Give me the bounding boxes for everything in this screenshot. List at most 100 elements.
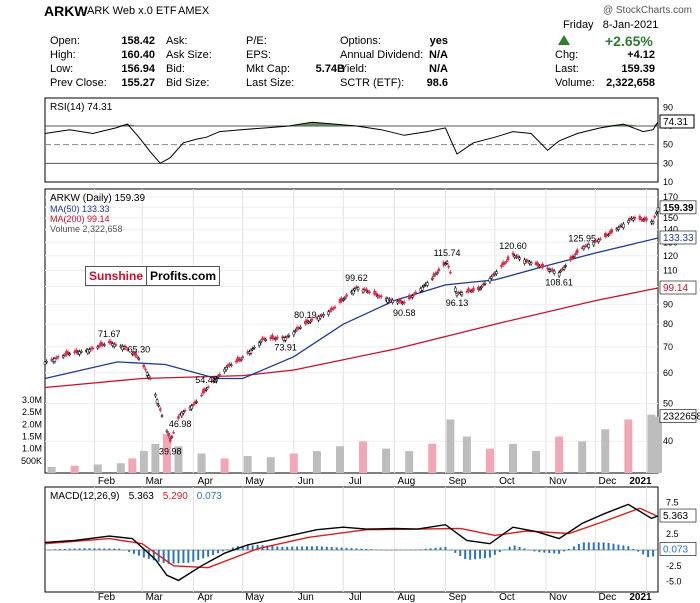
price-candle — [536, 262, 539, 266]
price-annotation: 39.98 — [159, 446, 182, 456]
ma50-last-label: 133.33 — [663, 233, 694, 244]
price-candle — [399, 300, 403, 303]
price-candle — [546, 267, 549, 270]
price-candle — [168, 438, 172, 442]
price-annotation: 120.60 — [499, 241, 527, 251]
macd-histogram-bar — [162, 550, 165, 564]
quote-label: Bid Size: — [166, 77, 210, 89]
month-tick-label: Feb — [98, 476, 116, 487]
macd-histogram-bar — [582, 542, 585, 550]
macd-histogram-bar — [296, 546, 299, 550]
volume-bar — [70, 465, 79, 473]
quote-value: 156.94 — [121, 63, 155, 75]
price-candle — [351, 289, 355, 295]
macd-histogram-bar — [459, 550, 462, 557]
volume-bar — [116, 463, 125, 473]
price-candle — [292, 331, 296, 336]
price-candle — [449, 271, 452, 274]
price-candle — [154, 394, 157, 397]
macd-histogram-bar — [217, 550, 220, 554]
macd-histogram-bar — [429, 548, 432, 550]
macd-histogram-bar — [652, 550, 655, 557]
price-candle — [582, 246, 586, 250]
quote-label: Low: — [50, 63, 74, 75]
macd-histogram-bar — [642, 550, 645, 555]
price-candle — [223, 368, 226, 372]
price-candle — [467, 288, 470, 292]
price-annotation: 90.58 — [393, 308, 416, 318]
price-candle — [155, 399, 159, 404]
macd-histogram-bar — [192, 550, 195, 562]
price-candle — [368, 291, 371, 293]
price-annotation: 71.67 — [98, 329, 121, 339]
macd-histogram-bar — [375, 549, 378, 550]
price-candle — [402, 301, 406, 304]
price-candle — [640, 218, 643, 221]
volume-bar — [405, 451, 414, 473]
rsi-tick-label: 30 — [663, 158, 673, 168]
price-annotation: 65.30 — [128, 344, 151, 354]
quote-label: High: — [50, 49, 76, 61]
volume-bar — [428, 443, 437, 473]
macd-histogram-bar — [241, 545, 244, 550]
macd-histogram-bar — [350, 548, 353, 550]
macd-tick-label: 7.5 — [666, 498, 679, 508]
month-tick-label: Aug — [397, 476, 415, 487]
macd-histogram-bar — [503, 549, 506, 550]
price-candle — [576, 249, 579, 254]
macd-histogram-bar — [271, 546, 274, 550]
macd-histogram-bar — [469, 550, 472, 560]
macd-histogram-bar — [553, 550, 556, 554]
macd-histogram-bar — [563, 550, 566, 552]
macd-histogram-bar — [118, 548, 121, 550]
price-candle — [149, 377, 152, 380]
macd-histogram-bar — [657, 549, 659, 551]
macd-histogram-bar — [444, 546, 447, 550]
price-candle — [622, 223, 625, 228]
price-candle — [454, 287, 457, 292]
price-candle — [632, 218, 635, 221]
price-candle — [299, 327, 302, 329]
macd-histogram-bar — [404, 549, 407, 551]
price-candle — [518, 257, 521, 260]
price-candle — [396, 301, 399, 304]
macd-legend-item: 5.363 — [129, 491, 154, 502]
volume-bar — [197, 453, 206, 473]
quote-label: Options: — [340, 35, 381, 47]
macd-histogram-bar — [355, 548, 358, 550]
quote-label: Bid: — [166, 63, 185, 75]
price-candle — [287, 335, 291, 337]
price-candle — [285, 336, 289, 338]
volume-tick-label: 3.0M — [22, 395, 42, 405]
macd-histogram-bar — [142, 550, 145, 558]
rsi-tick-label: 10 — [663, 177, 673, 187]
macd-histogram-bar — [434, 547, 437, 550]
month-tick-label: Jul — [349, 592, 362, 603]
month-tick-label: Nov — [549, 476, 567, 487]
volume-bar — [289, 453, 298, 473]
volume-bar — [128, 458, 137, 473]
quote-value: 98.6 — [426, 77, 448, 89]
macd-histogram-bar — [479, 550, 482, 559]
macd-histogram-bar — [177, 550, 180, 564]
price-candle — [317, 316, 320, 321]
price-candle — [430, 278, 434, 280]
volume-tick-label: 2.0M — [22, 419, 42, 429]
price-candle — [327, 311, 330, 315]
price-candle — [180, 412, 184, 417]
price-candle — [564, 265, 567, 267]
macd-histogram-bar — [137, 550, 140, 556]
macd-histogram-bar — [370, 549, 373, 550]
price-candle — [218, 374, 221, 376]
price-candle — [552, 270, 556, 274]
quote-label: Mkt Cap: — [246, 63, 291, 75]
price-candle — [617, 227, 620, 230]
price-candle — [355, 286, 358, 289]
macd-histogram-bar — [385, 550, 388, 551]
price-candle — [239, 359, 243, 361]
macd-histogram-bar — [187, 550, 190, 563]
price-annotation: 99.62 — [345, 273, 368, 283]
macd-histogram-bar — [488, 550, 491, 558]
symbol: ARKW — [44, 3, 88, 19]
price-candle — [472, 287, 475, 291]
